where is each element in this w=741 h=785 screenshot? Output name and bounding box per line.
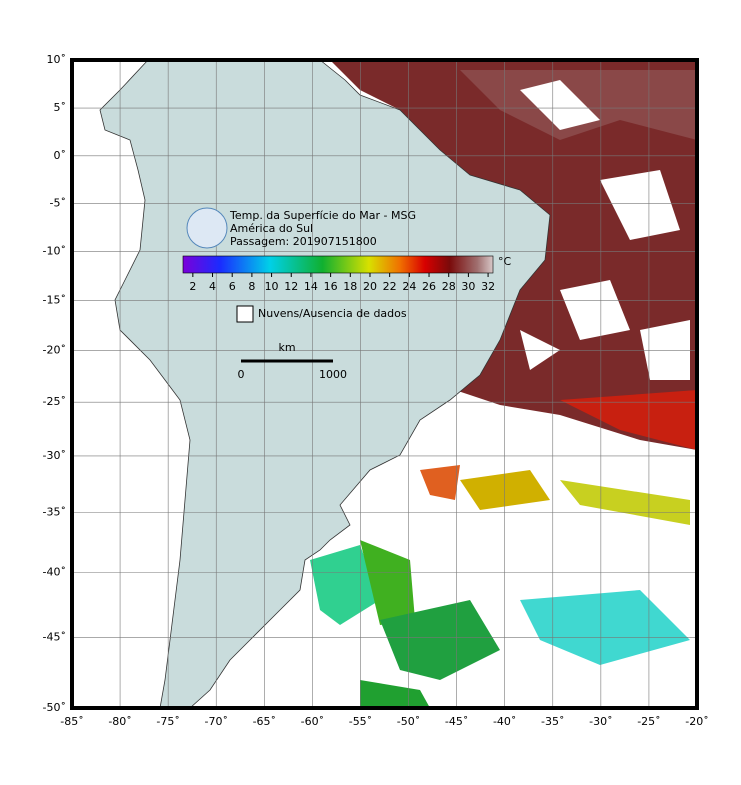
x-tick-label: -45˚ bbox=[445, 715, 468, 728]
y-tick-label: -5˚ bbox=[50, 197, 66, 210]
colorbar-tick-label: 24 bbox=[402, 280, 416, 293]
colorbar-tick-label: 26 bbox=[422, 280, 436, 293]
title-line: América do Sul bbox=[230, 222, 313, 235]
y-tick-label: -50˚ bbox=[43, 701, 66, 714]
scale-unit: km bbox=[278, 341, 295, 354]
x-tick-label: -80˚ bbox=[108, 715, 131, 728]
title-line: Temp. da Superfície do Mar - MSG bbox=[229, 209, 416, 222]
colorbar-tick-label: 18 bbox=[343, 280, 357, 293]
scale-end: 1000 bbox=[319, 368, 347, 381]
colorbar-tick-label: 4 bbox=[209, 280, 216, 293]
colorbar-tick-label: 30 bbox=[461, 280, 475, 293]
y-tick-label: -20˚ bbox=[43, 344, 66, 357]
y-tick-label: -35˚ bbox=[43, 505, 66, 518]
x-tick-label: -65˚ bbox=[253, 715, 276, 728]
colorbar-tick-label: 6 bbox=[229, 280, 236, 293]
x-tick-label: -30˚ bbox=[589, 715, 612, 728]
colorbar bbox=[182, 255, 494, 274]
colorbar-tick-label: 10 bbox=[265, 280, 279, 293]
y-tick-label: -15˚ bbox=[43, 294, 66, 307]
colorbar-tick-label: 2 bbox=[189, 280, 196, 293]
colorbar-tick-label: 12 bbox=[284, 280, 298, 293]
x-tick-label: -85˚ bbox=[60, 715, 83, 728]
colorbar-tick-label: 22 bbox=[383, 280, 397, 293]
y-tick-label: 0˚ bbox=[54, 149, 67, 162]
legend-swatch bbox=[236, 305, 254, 323]
y-tick-label: -45˚ bbox=[43, 630, 66, 643]
legend-label: Nuvens/Ausencia de dados bbox=[258, 307, 407, 320]
y-tick-label: 10˚ bbox=[47, 53, 67, 66]
colorbar-tick-label: 16 bbox=[324, 280, 338, 293]
x-tick-label: -35˚ bbox=[541, 715, 564, 728]
y-tick-label: -10˚ bbox=[43, 245, 66, 258]
x-tick-label: -60˚ bbox=[301, 715, 324, 728]
scale-start: 0 bbox=[238, 368, 245, 381]
sst-field bbox=[310, 60, 697, 708]
colorbar-tick-label: 32 bbox=[481, 280, 495, 293]
y-tick-label: 5˚ bbox=[54, 101, 67, 114]
colorbar-tick-label: 20 bbox=[363, 280, 377, 293]
y-tick-label: -30˚ bbox=[43, 449, 66, 462]
x-tick-label: -55˚ bbox=[349, 715, 372, 728]
x-tick-label: -75˚ bbox=[156, 715, 179, 728]
map-frame bbox=[70, 58, 699, 710]
colorbar-tick-label: 8 bbox=[248, 280, 255, 293]
x-tick-label: -40˚ bbox=[493, 715, 516, 728]
colorbar-unit: °C bbox=[498, 255, 512, 268]
colorbar-tick-label: 14 bbox=[304, 280, 318, 293]
colorbar-tick-label: 28 bbox=[442, 280, 456, 293]
logo bbox=[186, 207, 228, 249]
title-line: Passagem: 201907151800 bbox=[230, 235, 377, 248]
x-tick-label: -70˚ bbox=[204, 715, 227, 728]
y-tick-label: -25˚ bbox=[43, 395, 66, 408]
y-tick-label: -40˚ bbox=[43, 566, 66, 579]
x-tick-label: -50˚ bbox=[397, 715, 420, 728]
x-tick-label: -25˚ bbox=[637, 715, 660, 728]
x-tick-label: -20˚ bbox=[685, 715, 708, 728]
